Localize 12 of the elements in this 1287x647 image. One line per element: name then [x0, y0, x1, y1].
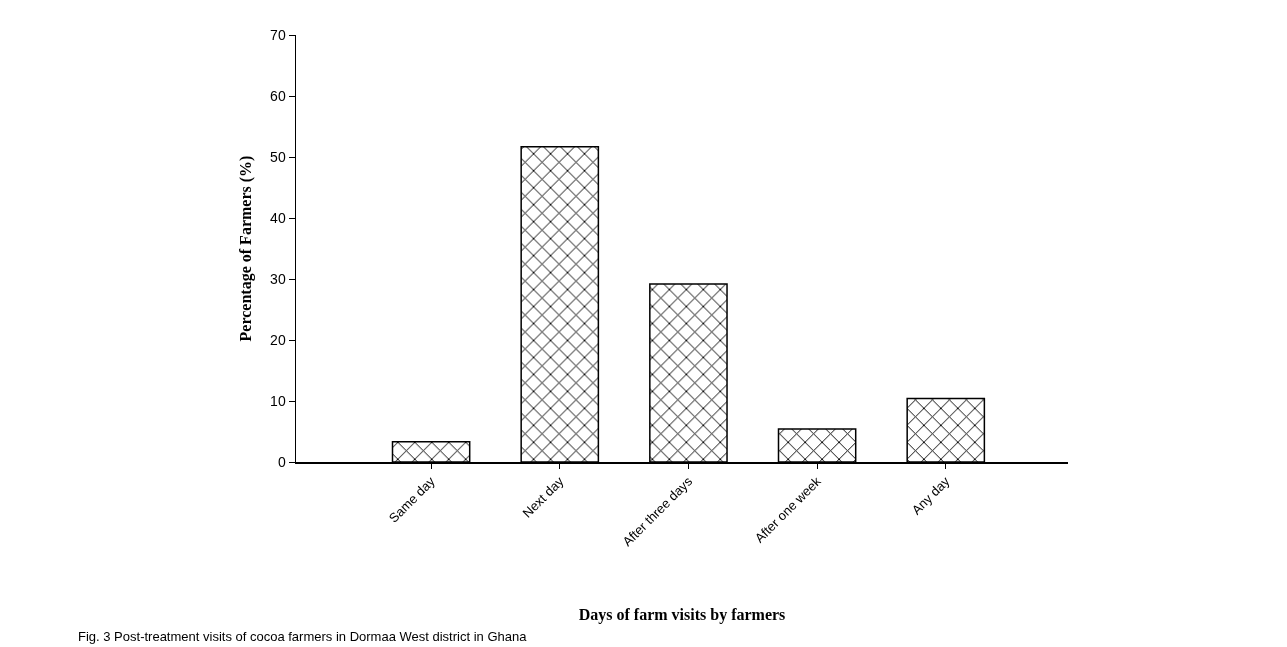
caption: Fig. 3 Post-treatment visits of cocoa farmers in Dormaa West district in Ghana	[78, 629, 528, 644]
y-tick-label: 40	[270, 209, 286, 226]
y-tick-label: 10	[270, 392, 286, 409]
x-tick-label: Any day	[908, 473, 953, 518]
y-tick-label: 50	[270, 148, 286, 165]
y-tick-label: 60	[270, 87, 286, 104]
y-axis-title: Percentage of Farmers (%)	[237, 155, 256, 342]
y-tick-label: 0	[277, 453, 286, 470]
x-axis-title: Days of farm visits by farmers	[578, 605, 786, 624]
y-tick-label: 20	[270, 331, 286, 348]
y-tick-label: 70	[270, 26, 286, 43]
y-tick-label: 30	[270, 270, 286, 287]
